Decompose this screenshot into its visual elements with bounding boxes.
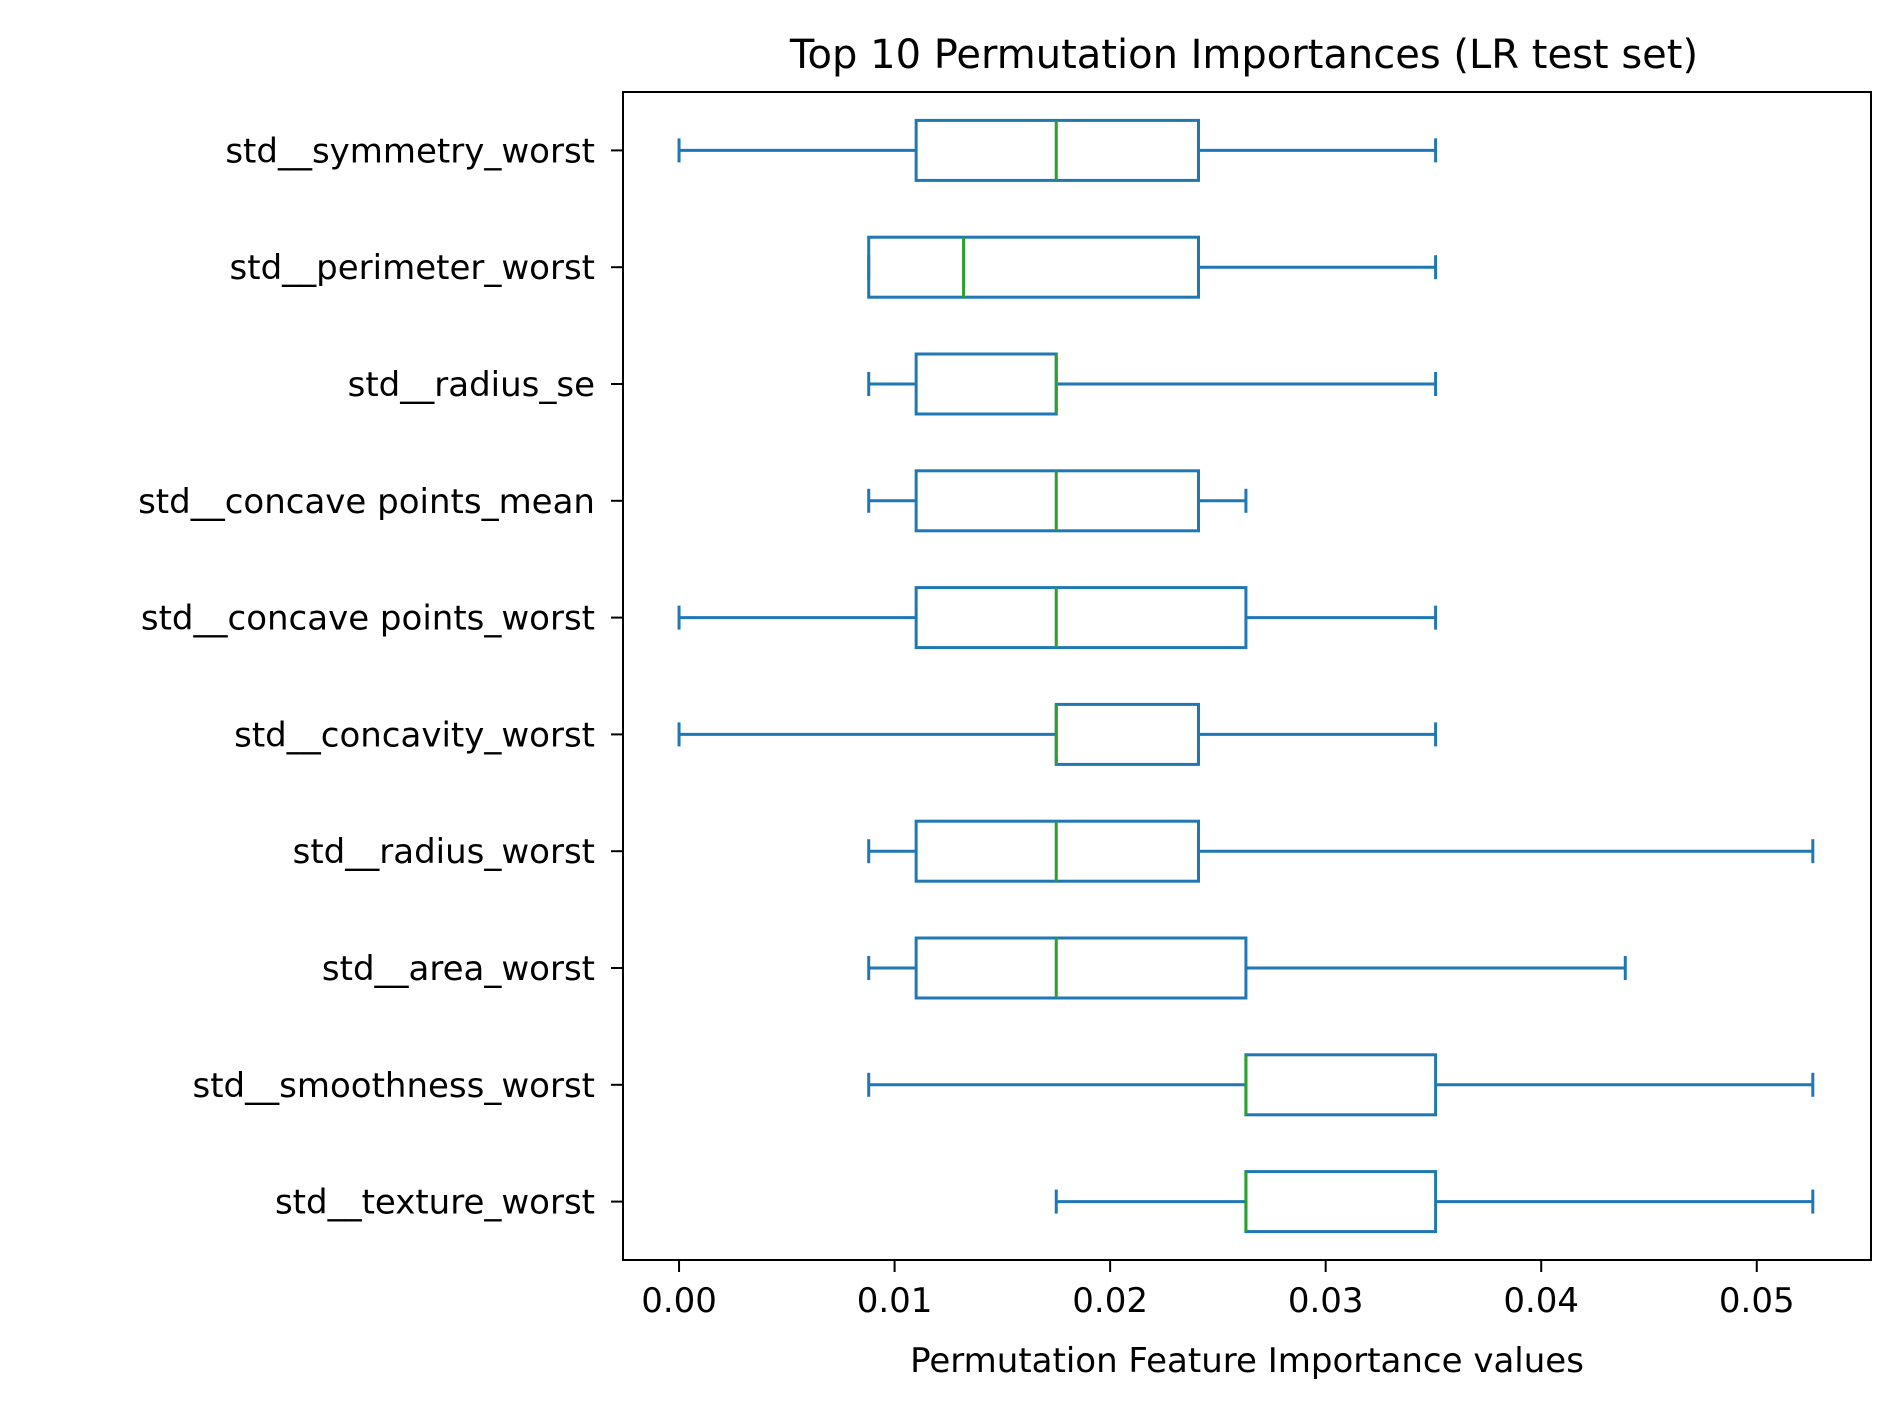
x-tick-label: 0.03: [1288, 1281, 1364, 1321]
x-tick-label: 0.02: [1072, 1281, 1148, 1321]
box: [1054, 702, 1201, 766]
y-tick-label: std__concave points_mean: [138, 482, 595, 522]
box: [1244, 1053, 1438, 1117]
y-tick-label: std__concavity_worst: [234, 715, 595, 755]
box-group: [867, 819, 1815, 883]
box: [914, 936, 1248, 1000]
y-tick-label: std__area_worst: [322, 949, 595, 989]
box-group: [867, 469, 1248, 533]
x-tick-label: 0.00: [641, 1281, 717, 1321]
y-tick-label: std__radius_se: [348, 365, 595, 405]
y-tick-label: std__perimeter_worst: [230, 248, 595, 288]
box-group: [867, 1053, 1815, 1117]
x-tick-label: 0.04: [1503, 1281, 1579, 1321]
x-axis: 0.00 0.01 0.02 0.03 0.04 0.05: [641, 1260, 1795, 1321]
y-tick-label: std__radius_worst: [293, 832, 595, 872]
box-group: [677, 118, 1438, 182]
box-group: [677, 586, 1438, 650]
x-tick-label: 0.01: [857, 1281, 933, 1321]
chart-title: Top 10 Permutation Importances (LR test …: [789, 32, 1698, 78]
box-group: [867, 352, 1438, 416]
box-group: [1054, 1170, 1815, 1234]
box-group: [677, 702, 1438, 766]
box: [914, 586, 1248, 650]
box: [914, 352, 1058, 416]
axes-frame: [622, 91, 1872, 1261]
y-axis: std__symmetry_worst std__perimeter_worsts…: [138, 131, 623, 1223]
y-tick-label: std__texture_worst: [275, 1183, 595, 1223]
box: [1244, 1170, 1438, 1234]
plot-area: [677, 118, 1815, 1234]
y-tick-label: std__concave points_worst: [141, 599, 595, 639]
box: [867, 235, 1201, 299]
box-group: [867, 235, 1438, 299]
box-group: [867, 936, 1627, 1000]
y-tick-label: std__smoothness_worst: [193, 1066, 595, 1106]
x-tick-label: 0.05: [1719, 1281, 1795, 1321]
x-axis-label: Permutation Feature Importance values: [910, 1341, 1584, 1381]
y-tick-label: std__symmetry_worst: [225, 131, 595, 171]
